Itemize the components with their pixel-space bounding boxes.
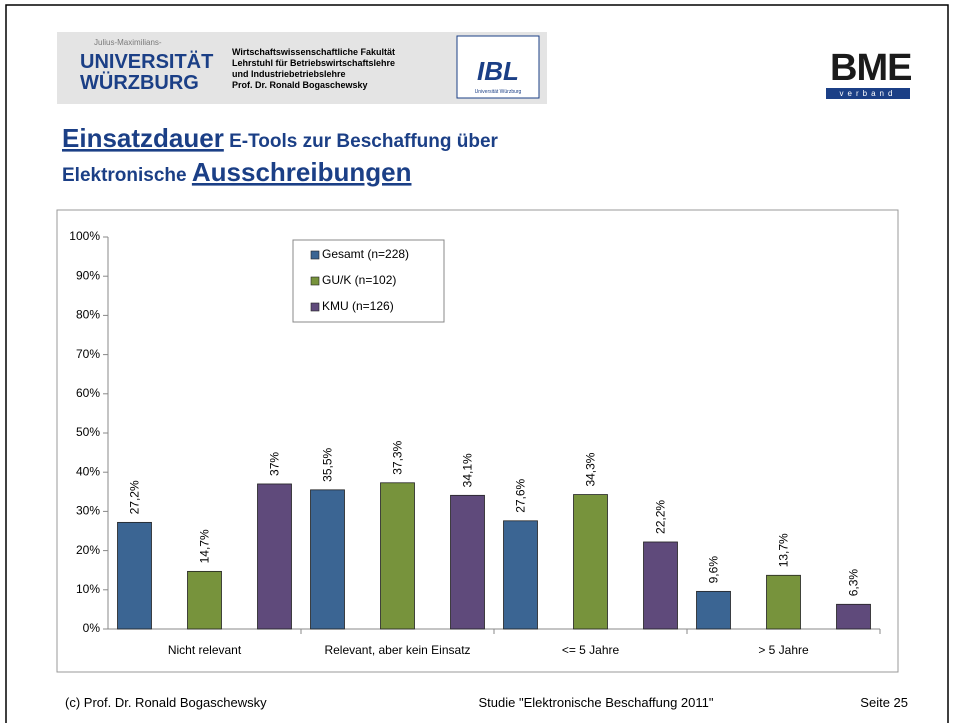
title-part: Einsatzdauer (62, 123, 224, 153)
faculty-line: Wirtschaftswissenschaftliche Fakultät (232, 47, 395, 57)
value-label: 34,3% (584, 452, 598, 486)
x-tick-label: Nicht relevant (168, 643, 242, 657)
title-part: Elektronische (62, 165, 192, 186)
bar (766, 574, 801, 630)
bme-bar (826, 88, 910, 99)
title-line1: Einsatzdauer E-Tools zur Beschaffung übe… (62, 123, 499, 153)
bme-sub: verband (840, 89, 897, 98)
x-tick-label: > 5 Jahre (758, 643, 809, 657)
x-tick-label: Relevant, aber kein Einsatz (324, 643, 470, 657)
y-tick-label: 10% (76, 582, 100, 596)
bar (450, 494, 485, 630)
footer-left: (c) Prof. Dr. Ronald Bogaschewsky (65, 695, 267, 710)
value-label: 6,3% (847, 569, 861, 597)
y-tick-label: 40% (76, 464, 100, 478)
bar (117, 521, 152, 630)
footer-right: Seite 25 (860, 695, 908, 710)
bme-logo: BME (830, 47, 911, 89)
faculty-line: Lehrstuhl für Betriebswirtschaftslehre (232, 58, 395, 68)
bar (573, 494, 608, 630)
legend-label: Gesamt (n=228) (322, 247, 409, 261)
uni-small: Julius-Maximilians- (94, 38, 162, 47)
bar (380, 482, 415, 630)
slide-frame (5, 4, 949, 723)
value-label: 35,5% (321, 447, 335, 481)
bar (257, 483, 292, 630)
value-label: 9,6% (707, 556, 721, 584)
title-line2: Elektronische Ausschreibungen (62, 157, 411, 187)
value-label: 37% (268, 452, 282, 476)
y-tick-label: 50% (76, 425, 100, 439)
legend-swatch (310, 276, 320, 286)
value-label: 37,3% (391, 440, 405, 474)
value-label: 22,2% (654, 500, 668, 534)
value-label: 13,7% (777, 533, 791, 567)
faculty-line: und Industriebetriebslehre (232, 69, 346, 79)
y-tick-label: 70% (76, 347, 100, 361)
y-tick-label: 90% (76, 268, 100, 282)
y-tick-label: 30% (76, 504, 100, 518)
bar (643, 541, 678, 630)
value-label: 14,7% (198, 529, 212, 563)
faculty-line: Prof. Dr. Ronald Bogaschewsky (232, 80, 368, 90)
y-tick-label: 80% (76, 308, 100, 322)
legend-swatch (310, 302, 320, 312)
legend-label: GU/K (n=102) (322, 273, 396, 287)
bar (836, 603, 871, 630)
title-part: Ausschreibungen (192, 157, 412, 187)
value-label: 34,1% (461, 453, 475, 487)
legend-label: KMU (n=126) (322, 299, 394, 313)
legend-swatch (310, 250, 320, 260)
y-tick-label: 20% (76, 543, 100, 557)
footer-center: Studie "Elektronische Beschaffung 2011" (479, 695, 714, 710)
y-tick-label: 100% (69, 229, 100, 243)
bar (503, 520, 538, 630)
x-tick-label: <= 5 Jahre (562, 643, 620, 657)
bar (310, 489, 345, 630)
ibl-sub: Universität Würzburg (475, 89, 522, 95)
y-tick-label: 60% (76, 386, 100, 400)
value-label: 27,2% (128, 480, 142, 514)
y-tick-label: 0% (83, 621, 101, 635)
value-label: 27,6% (514, 478, 528, 512)
bar (187, 570, 222, 630)
ibl-logo (456, 35, 540, 99)
title-part: E-Tools zur Beschaffung über (224, 131, 499, 152)
uni-line1: UNIVERSITÄT (80, 50, 213, 73)
bar (696, 590, 731, 630)
ibl-text: IBL (477, 56, 519, 86)
uni-line2: WÜRZBURG (80, 71, 199, 94)
